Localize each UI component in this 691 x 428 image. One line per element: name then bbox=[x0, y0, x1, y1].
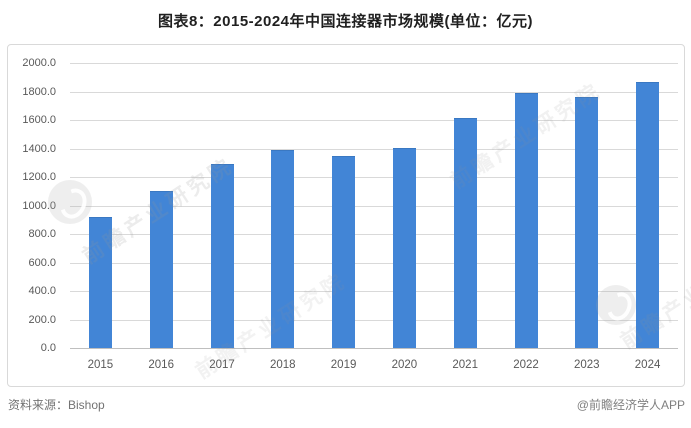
bar-2019 bbox=[332, 156, 356, 348]
gridline bbox=[70, 120, 678, 121]
y-tick-label: 1800.0 bbox=[22, 85, 56, 98]
x-tick-label: 2020 bbox=[391, 359, 418, 371]
x-tick-label: 2024 bbox=[634, 359, 661, 371]
x-tick-label: 2022 bbox=[513, 359, 539, 371]
gridline bbox=[70, 148, 678, 150]
y-tick-label: 1200.0 bbox=[22, 171, 56, 183]
y-tick-label: 600.0 bbox=[28, 256, 56, 269]
x-axis-line bbox=[70, 348, 678, 349]
chart-panel: 2000.0 1800.0 1600.0 1400.0 1200.0 1000.0 800.… bbox=[7, 44, 691, 387]
x-tick-label: 2019 bbox=[330, 359, 357, 371]
gridline bbox=[70, 63, 678, 64]
source-note: 资料来源：Bishop bbox=[8, 398, 105, 412]
credit-note: @前瞻经济学人APP bbox=[576, 398, 685, 412]
x-tick-label: 2016 bbox=[148, 359, 174, 371]
gridline bbox=[70, 177, 678, 178]
gridline bbox=[70, 291, 678, 292]
gridline bbox=[70, 205, 678, 207]
bar-2022 bbox=[514, 93, 538, 348]
y-tick-label: 1600.0 bbox=[22, 114, 56, 126]
x-tick-label: 2023 bbox=[573, 359, 600, 371]
gridline bbox=[70, 234, 678, 235]
bar-2018 bbox=[271, 150, 295, 348]
x-axis: 2015 2016 2017 2018 2019 2020 2021 2022 2023 2024 bbox=[70, 357, 678, 375]
y-tick-label: 800.0 bbox=[28, 228, 56, 240]
y-axis: 2000.0 1800.0 1600.0 1400.0 1200.0 1000.0 800.… bbox=[8, 57, 62, 354]
bar-2020 bbox=[392, 148, 416, 348]
gridline bbox=[70, 262, 678, 264]
x-tick-label: 2017 bbox=[209, 359, 235, 371]
bar-2016 bbox=[149, 190, 173, 348]
y-tick-label: 1400.0 bbox=[22, 142, 56, 155]
bar-2021 bbox=[453, 117, 477, 348]
y-tick-label: 200.0 bbox=[28, 313, 56, 326]
y-tick-label: 2000.0 bbox=[22, 57, 56, 69]
bar-2015 bbox=[88, 216, 112, 348]
bar-2017 bbox=[210, 163, 234, 348]
gridline bbox=[70, 91, 678, 93]
y-tick-label: 400.0 bbox=[28, 285, 56, 297]
chart-title: 图表8：2015-2024年中国连接器市场规模(单位：亿元) bbox=[157, 13, 534, 30]
x-tick-label: 2018 bbox=[269, 359, 296, 371]
x-tick-label: 2021 bbox=[452, 359, 478, 371]
y-tick-label: 1000.0 bbox=[22, 199, 56, 212]
y-tick-label: 0.0 bbox=[40, 342, 56, 354]
bar-2024 bbox=[636, 81, 660, 348]
bar-2023 bbox=[575, 96, 599, 348]
x-tick-label: 2015 bbox=[87, 359, 114, 371]
gridline bbox=[70, 319, 678, 321]
plot-area bbox=[70, 63, 678, 349]
